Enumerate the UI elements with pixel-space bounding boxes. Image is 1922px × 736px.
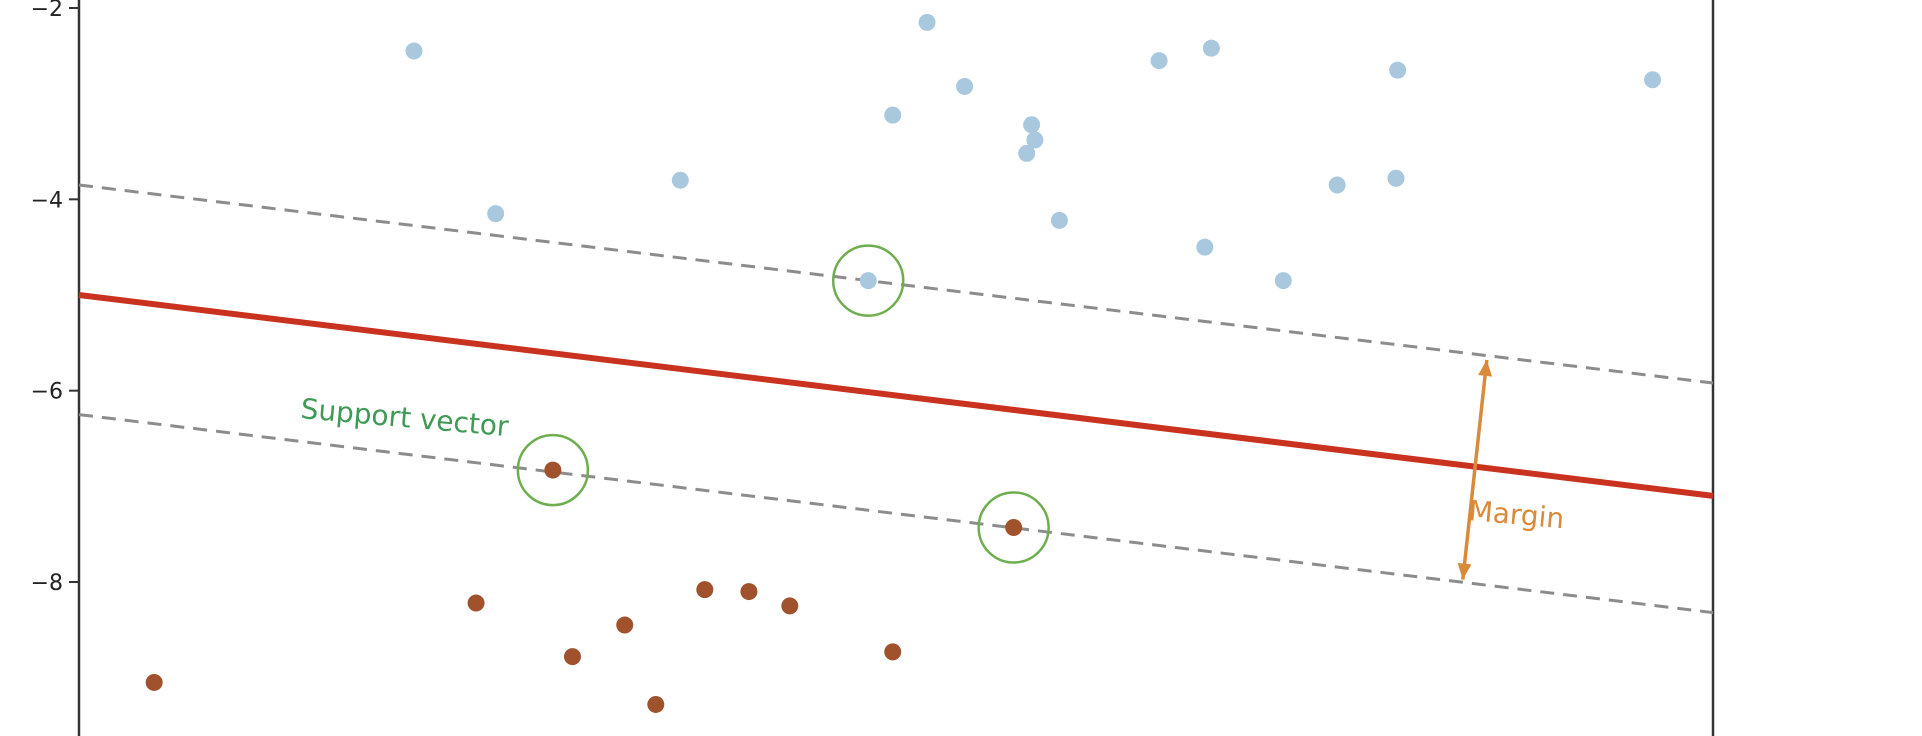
class-b-point	[467, 594, 485, 612]
class-b-point	[616, 616, 634, 634]
margin-arrow-shaft	[1461, 359, 1489, 580]
support-vector-label: Support vector	[299, 392, 510, 443]
boundary-lines	[78, 183, 1714, 615]
y-tick-label: −2	[31, 0, 63, 22]
class-b-point	[1005, 518, 1023, 536]
class-a-point	[859, 272, 877, 290]
class-a-point	[1196, 238, 1214, 256]
class-b-point	[647, 695, 665, 713]
class-a-point	[1150, 52, 1168, 70]
class-a-point	[884, 106, 902, 124]
class-a-point	[1389, 61, 1407, 79]
class-b-point	[696, 581, 714, 599]
margin-arrow-head-top	[1478, 359, 1493, 377]
class-a-point	[487, 205, 505, 223]
decision-boundary-line	[78, 292, 1714, 499]
annotations: Support vector Margin	[299, 359, 1566, 580]
class-a-point	[1023, 116, 1041, 134]
y-tick-label: −4	[31, 188, 63, 213]
data-points	[145, 13, 1662, 713]
margin-arrow	[1457, 359, 1493, 580]
support-vector-markers	[516, 244, 1050, 564]
margin-arrow-head-bottom	[1457, 562, 1472, 580]
class-a-point	[671, 171, 689, 189]
class-b-point	[781, 597, 799, 615]
class-a-point	[1026, 131, 1044, 149]
class-a-point	[1387, 169, 1405, 187]
class-a-point	[1644, 71, 1662, 89]
class-a-point	[405, 42, 423, 60]
y-tick-label: −6	[31, 380, 63, 405]
class-b-point	[740, 583, 758, 601]
support-vector-ring	[516, 433, 590, 507]
class-a-point	[1202, 39, 1220, 57]
class-a-point	[1050, 211, 1068, 229]
class-b-point	[884, 643, 902, 661]
y-ticks: −2 −4 −6 −8	[31, 0, 79, 596]
class-a-point	[1018, 144, 1036, 162]
upper-margin-line	[78, 183, 1714, 385]
class-a-point	[1274, 272, 1292, 290]
margin-label: Margin	[1467, 494, 1565, 535]
y-tick-label: −8	[31, 571, 63, 596]
axes	[77, 0, 1715, 736]
support-vector-ring	[977, 491, 1050, 564]
class-a-point	[1328, 176, 1346, 194]
class-b-point	[145, 673, 163, 691]
class-a-point	[918, 13, 936, 31]
class-b-point	[544, 461, 562, 479]
support-vector-ring	[831, 244, 905, 317]
class-b-point	[563, 648, 581, 666]
class-a-point	[956, 77, 974, 95]
